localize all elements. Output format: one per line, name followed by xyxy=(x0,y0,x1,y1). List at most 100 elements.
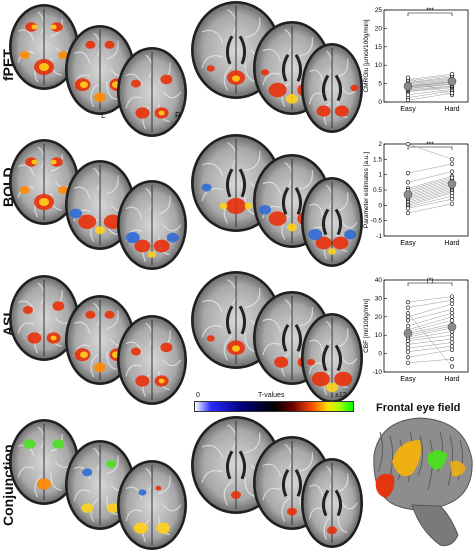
subject-line xyxy=(407,299,453,308)
hard-point xyxy=(449,197,455,202)
asl-slice-3 xyxy=(117,315,187,405)
subject-line xyxy=(407,327,453,338)
bold-slice-3 xyxy=(117,180,187,270)
y-tick-label: 5 xyxy=(378,81,382,88)
y-tick-label: 40 xyxy=(375,277,383,284)
subject-line xyxy=(407,349,453,358)
plot-asl: -10 0 10 20 30 40 CBF [ml/100g/min] Easy Hard (*) xyxy=(362,272,474,390)
y-tick-label: 20 xyxy=(375,25,383,32)
subject-line xyxy=(407,325,453,336)
y-axis-label: CBF [ml/100g/min] xyxy=(363,299,370,353)
subject-line xyxy=(407,189,453,203)
hard-point xyxy=(449,169,455,174)
category-label-easy: Easy xyxy=(400,106,416,113)
conj-slice-3 xyxy=(117,460,187,550)
hard-point xyxy=(449,294,455,299)
asl-slice-1 xyxy=(9,275,79,361)
bold-axial-3 xyxy=(301,177,363,267)
asl-axial-3 xyxy=(301,313,363,403)
subject-line xyxy=(407,87,453,92)
plot-frame xyxy=(383,9,469,103)
subject-line xyxy=(407,323,453,334)
hard-point xyxy=(449,314,455,319)
y-tick-label: 2 xyxy=(378,141,382,148)
subject-line xyxy=(407,143,453,160)
subject-line xyxy=(407,76,453,83)
subject-line xyxy=(407,345,453,353)
subject-line xyxy=(407,182,453,195)
subject-line xyxy=(407,85,453,91)
subject-line xyxy=(407,183,453,197)
easy-point xyxy=(405,299,411,305)
y-tick-label: 0 xyxy=(378,351,382,358)
subject-line xyxy=(407,303,453,318)
easy-point xyxy=(405,323,411,329)
subject-line xyxy=(407,163,453,174)
subject-line xyxy=(407,186,453,200)
subject-line xyxy=(407,175,453,189)
easy-mean xyxy=(403,329,413,338)
hard-point xyxy=(449,91,455,96)
category-label-hard: Hard xyxy=(444,106,459,113)
y-tick-label: 15 xyxy=(375,44,383,51)
hard-point xyxy=(449,298,455,303)
significance-bracket xyxy=(407,146,453,150)
bold-slice-1 xyxy=(9,139,79,225)
y-tick-label: 30 xyxy=(375,295,383,302)
easy-point xyxy=(405,360,411,365)
subject-line xyxy=(407,86,453,92)
y-tick-label: 10 xyxy=(375,332,383,339)
y-tick-label: 0 xyxy=(378,202,382,209)
hard-point xyxy=(449,311,455,316)
easy-mean xyxy=(403,81,413,91)
fpet-axial-3 xyxy=(301,43,363,133)
subject-line xyxy=(407,334,453,341)
easy-point xyxy=(405,349,411,354)
y-tick-label: 1 xyxy=(378,172,382,179)
subject-line xyxy=(407,81,453,87)
subject-line xyxy=(407,198,453,209)
y-tick-label: -10 xyxy=(373,369,383,376)
colorbar-max-label: ±12 xyxy=(335,392,347,399)
right-hemisphere-label: R xyxy=(175,111,181,120)
subject-line xyxy=(407,188,453,201)
section-title: Frontal eye field xyxy=(376,402,461,414)
hard-point xyxy=(449,347,455,353)
hard-point xyxy=(449,161,455,167)
hard-mean xyxy=(447,179,457,189)
fpet-slice-3 xyxy=(117,47,187,137)
subject-line xyxy=(407,338,453,345)
subject-line xyxy=(407,296,453,303)
significance-label: *** xyxy=(426,7,434,14)
hard-point xyxy=(449,364,455,369)
subject-line xyxy=(407,75,453,82)
plot-frame xyxy=(383,143,469,237)
y-tick-label: 0 xyxy=(378,99,382,106)
hard-point xyxy=(449,175,455,180)
left-hemisphere-label: L xyxy=(101,111,106,120)
y-tick-label: -0.5 xyxy=(371,218,383,225)
subject-line xyxy=(407,320,453,332)
hard-point xyxy=(449,201,455,206)
subject-line xyxy=(407,83,453,89)
subject-line xyxy=(407,195,453,208)
y-tick-label: -1 xyxy=(376,233,382,240)
y-axis-label: CMRGlu [µmol/100g/min] xyxy=(363,19,370,92)
significance-label: (*) xyxy=(427,277,434,284)
subject-line xyxy=(407,312,453,327)
category-label-hard: Hard xyxy=(444,376,459,383)
conj-slice-1 xyxy=(9,419,79,505)
subject-line xyxy=(407,309,453,321)
subject-line xyxy=(407,203,453,214)
colorbar-min-label: 0 xyxy=(196,392,200,399)
easy-point xyxy=(405,171,411,176)
subject-line xyxy=(407,77,453,84)
easy-point xyxy=(405,311,411,316)
subject-line xyxy=(407,171,453,183)
surface-render-brain xyxy=(373,417,473,546)
significance-bracket xyxy=(407,12,453,16)
subject-line xyxy=(407,191,453,205)
subject-line xyxy=(407,177,453,191)
fpet-slice-1 xyxy=(9,4,79,90)
